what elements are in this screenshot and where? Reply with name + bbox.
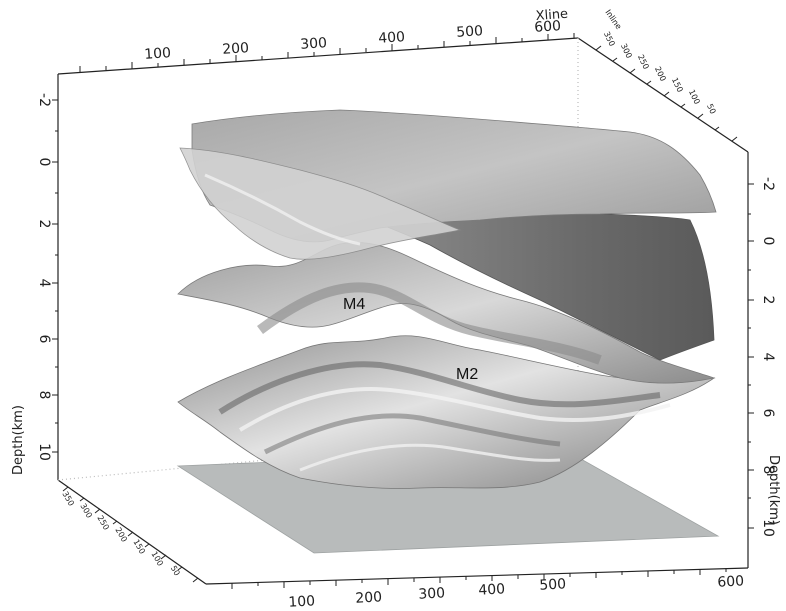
left-depth-tick-label-5: 8	[36, 391, 52, 400]
horizon-m2-stripe-3	[263, 413, 561, 455]
depth-axis-title-left: Depth(km)	[11, 405, 26, 475]
top-inline-tick-label-6: 50	[705, 102, 717, 115]
left-depth-tick-label-0: -2	[36, 93, 52, 107]
horizon-m2-stripe-2	[238, 387, 671, 432]
top-inline-tick-label-4: 150	[670, 76, 685, 94]
horizon-label-m2: M2	[456, 366, 478, 383]
bottom-xline-tick-labels: 100 200 300 400 500 600	[288, 573, 745, 610]
bottom-inline-tick-label-0: 350	[60, 490, 75, 508]
depth-axis-title-right: Depth(km)	[766, 455, 781, 525]
horizon-m2-stripe-4	[299, 443, 561, 472]
left-depth-tick-label-3: 4	[36, 279, 52, 288]
bottom-inline-tick-marks	[62, 486, 199, 583]
top-inline-tick-label-0: 350	[602, 30, 617, 48]
bottom-xline-tick-marks	[231, 568, 727, 589]
left-depth-tick-label-2: 2	[36, 220, 52, 229]
right-depth-tick-label-4: 6	[760, 409, 776, 418]
left-depth-tick-label-1: 0	[36, 158, 52, 167]
horizon-label-m4: M4	[343, 296, 365, 313]
top-xline-tick-label-2: 300	[300, 35, 328, 53]
bottom-xline-tick-label-1: 200	[355, 589, 383, 606]
right-depth-tick-label-2: 2	[760, 296, 776, 305]
top-inline-tick-label-5: 100	[687, 88, 702, 106]
top-inline-tick-marks	[595, 45, 738, 142]
top-xline-tick-labels: 100 200 300 400 500 600	[144, 18, 562, 63]
right-depth-tick-label-5: 8	[760, 466, 776, 475]
right-depth-tick-label-3: 4	[760, 353, 776, 362]
xline-axis-title: Xline	[535, 7, 568, 24]
horizon-m4-ribbon	[257, 282, 602, 365]
top-inline-tick-label-3: 200	[653, 65, 668, 83]
top-inline-tick-label-1: 300	[619, 42, 634, 60]
top-xline-tick-label-5: 600	[534, 18, 562, 36]
left-depth-tick-labels: -2 0 2 4 6 8 10	[36, 93, 52, 461]
bottom-inline-tick-label-5: 100	[149, 550, 164, 568]
inline-axis-title-top: Inline	[603, 8, 623, 31]
bottom-left-edge	[57, 479, 207, 585]
top-xline-tick-marks	[79, 33, 575, 72]
top-right-edge	[577, 37, 749, 153]
horizon-top-highlight	[204, 173, 361, 246]
left-depth-tick-label-6: 10	[36, 443, 52, 461]
bottom-inline-tick-label-2: 250	[95, 514, 110, 532]
top-inline-tick-label-2: 250	[636, 53, 651, 71]
bottom-xline-tick-label-3: 400	[478, 581, 506, 598]
left-depth-tick-marks	[52, 99, 58, 453]
horizon-m2-stripe-1	[218, 361, 661, 415]
top-xline-tick-label-0: 100	[144, 45, 172, 63]
bottom-xline-tick-label-4: 500	[539, 576, 567, 593]
right-depth-tick-label-6: 10	[760, 519, 776, 537]
left-depth-tick-label-4: 6	[36, 335, 52, 344]
top-xline-tick-label-1: 200	[222, 40, 250, 58]
bottom-inline-tick-label-6: 50	[169, 564, 182, 577]
bottom-inline-tick-label-1: 300	[78, 502, 93, 520]
horizon-top-fold	[179, 147, 462, 260]
right-depth-tick-label-0: -2	[760, 177, 776, 191]
bottom-xline-tick-label-5: 600	[717, 573, 745, 590]
top-back-edge	[57, 37, 579, 75]
top-xline-tick-label-4: 500	[456, 23, 484, 41]
right-depth-tick-label-1: 0	[760, 237, 776, 246]
top-xline-tick-label-3: 400	[378, 29, 406, 47]
bottom-xline-tick-label-0: 100	[288, 593, 316, 610]
right-depth-tick-marks	[748, 183, 754, 529]
bottom-xline-tick-label-2: 300	[418, 585, 446, 602]
right-depth-tick-labels: -2 0 2 4 6 8 10	[760, 177, 776, 537]
bottom-front-edge	[205, 567, 749, 585]
